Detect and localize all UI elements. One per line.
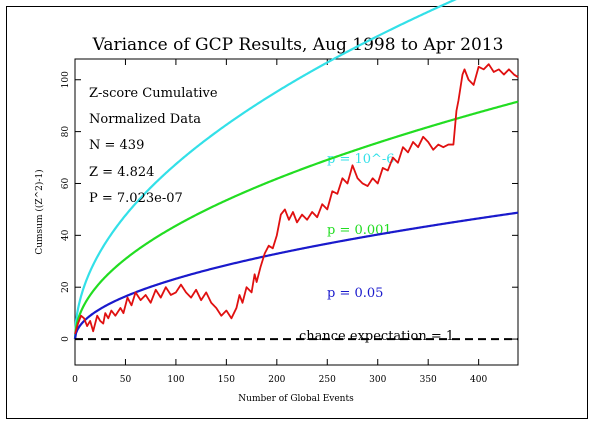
annotation-text: Normalized Data	[89, 112, 201, 127]
x-tick-label: 150	[218, 375, 235, 385]
y-tick-label: 60	[61, 177, 71, 189]
y-axis-label: Cumsum ((Z^2)-1)	[34, 169, 45, 254]
annotation-text: P = 7.023e-07	[89, 191, 183, 206]
x-axis-label: Number of Global Events	[238, 394, 354, 404]
x-tick-label: 0	[72, 375, 78, 385]
x-axis-ticks: 0 50 100 150 200 250 300 350 400	[72, 59, 488, 385]
y-tick-label: 0	[61, 336, 71, 342]
annotation-text: N = 439	[89, 138, 144, 153]
y-tick-label: 20	[61, 281, 71, 293]
x-tick-label: 300	[369, 375, 386, 385]
series-line-data	[74, 63, 519, 335]
y-tick-label: 80	[61, 126, 71, 138]
series-label: p = 10^-6	[327, 152, 395, 167]
x-tick-label: 100	[167, 375, 184, 385]
x-tick-label: 350	[420, 375, 437, 385]
x-tick-label: 250	[319, 375, 336, 385]
y-tick-label: 40	[61, 229, 71, 241]
annotation-text: Z-score Cumulative	[89, 86, 218, 101]
chart-frame	[6, 6, 588, 419]
chart-title: Variance of GCP Results, Aug 1998 to Apr…	[92, 35, 504, 55]
y-axis-ticks: 0 20 40 60 80 100	[61, 71, 518, 342]
x-tick-label: 200	[268, 375, 285, 385]
series-line-envelope-0	[73, 0, 457, 340]
y-tick-label: 100	[61, 71, 71, 88]
plot-area	[74, 58, 519, 366]
series-line-envelope-1	[73, 100, 519, 340]
annotation-text: Z = 4.824	[89, 165, 154, 180]
series-label: chance expectation = 1	[299, 329, 454, 344]
series-label: p = 0.001	[327, 223, 392, 238]
series-label: p = 0.05	[327, 286, 383, 301]
series-line-envelope-2	[73, 211, 519, 340]
annotations: Z-score Cumulative Normalized Data N = 439…	[89, 86, 218, 206]
x-tick-label: 400	[470, 375, 487, 385]
series-layer: p = 10^-6 p = 0.001 p = 0.05 chance expecta…	[73, 0, 519, 344]
x-tick-label: 50	[120, 375, 132, 385]
